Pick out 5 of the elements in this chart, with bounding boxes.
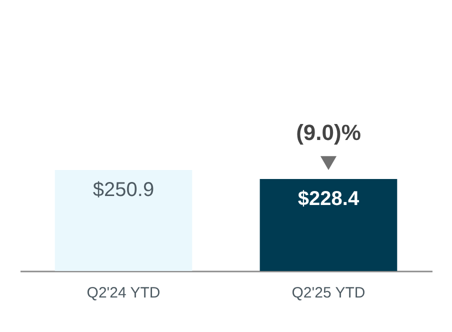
x-tick-label: Q2'24 YTD	[86, 284, 160, 302]
data-label: $250.9	[92, 179, 154, 201]
x-tick-label: Q2'25 YTD	[292, 284, 366, 302]
data-label: $228.4	[298, 188, 360, 210]
annotation: (9.0)%	[296, 120, 361, 146]
